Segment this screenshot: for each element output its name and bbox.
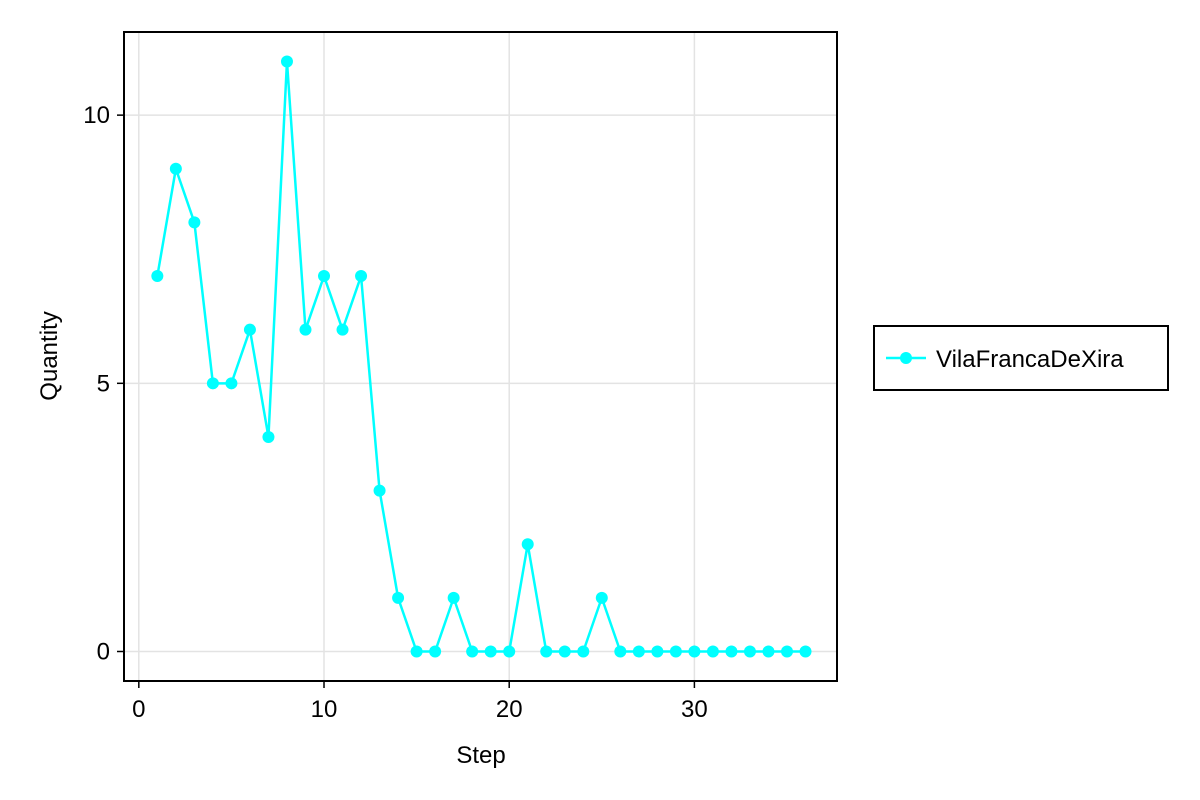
data-point <box>725 645 738 658</box>
x-axis-label: Step <box>456 742 505 769</box>
data-point <box>466 645 479 658</box>
y-tick-label: 10 <box>83 102 110 129</box>
y-axis-ticks: 0 5 10 <box>83 102 124 666</box>
data-point <box>614 645 627 658</box>
legend: VilaFrancaDeXira <box>873 325 1169 391</box>
x-axis-ticks: 0 10 20 30 <box>132 681 708 723</box>
data-point <box>577 645 590 658</box>
x-tick-label: 30 <box>681 696 708 723</box>
data-point <box>762 645 775 658</box>
data-point <box>392 591 405 604</box>
data-point <box>743 645 756 658</box>
series-layer <box>151 55 812 658</box>
series-line <box>156 60 806 653</box>
legend-marker-swatch <box>900 352 912 364</box>
data-point <box>355 270 368 283</box>
y-tick-label: 5 <box>97 370 110 397</box>
x-tick-label: 0 <box>132 696 145 723</box>
data-point <box>336 323 349 336</box>
data-point <box>299 323 312 336</box>
data-point <box>206 377 219 390</box>
data-point <box>706 645 719 658</box>
data-point <box>669 645 682 658</box>
data-point <box>484 645 497 658</box>
data-point <box>151 270 164 283</box>
x-tick-label: 10 <box>311 696 338 723</box>
data-point <box>280 55 293 68</box>
data-point <box>780 645 793 658</box>
data-point <box>447 591 460 604</box>
data-point <box>318 270 331 283</box>
data-point <box>225 377 238 390</box>
data-point <box>373 484 386 497</box>
data-point <box>243 323 256 336</box>
data-point <box>632 645 645 658</box>
data-point <box>169 162 182 175</box>
y-tick-label: 0 <box>97 639 110 666</box>
data-point <box>688 645 701 658</box>
x-tick-label: 20 <box>496 696 523 723</box>
data-point <box>521 538 534 551</box>
data-point <box>595 591 608 604</box>
data-point <box>540 645 553 658</box>
plot-area-frame <box>123 31 838 682</box>
legend-label: VilaFrancaDeXira <box>936 346 1124 373</box>
data-point <box>651 645 664 658</box>
data-point <box>503 645 516 658</box>
data-point <box>410 645 423 658</box>
data-point <box>262 430 275 443</box>
data-point <box>429 645 442 658</box>
data-point <box>799 645 812 658</box>
grid <box>124 32 837 681</box>
data-point <box>188 216 201 229</box>
data-point <box>558 645 571 658</box>
y-axis-label: Quantity <box>36 311 63 400</box>
